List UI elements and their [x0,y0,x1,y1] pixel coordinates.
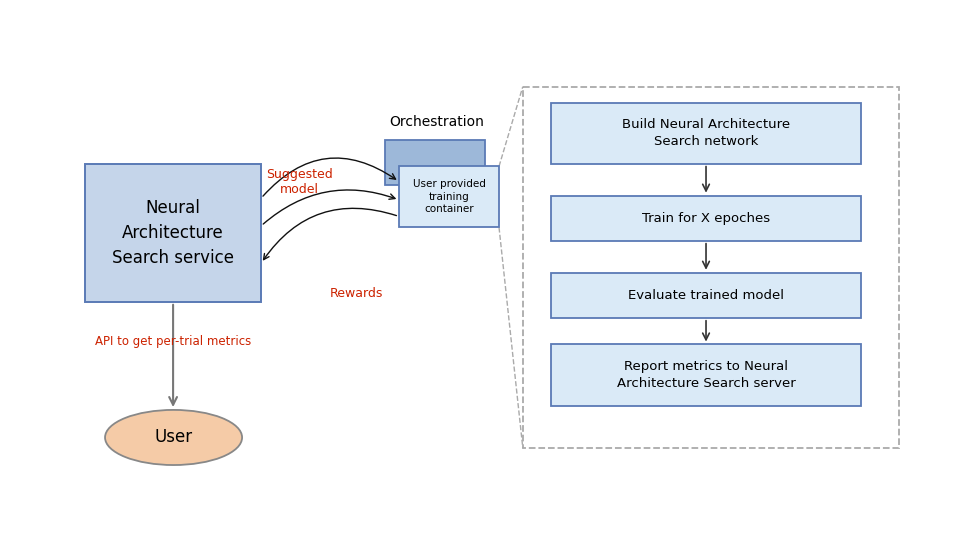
FancyBboxPatch shape [551,345,861,406]
Text: Report metrics to Neural
Architecture Search server: Report metrics to Neural Architecture Se… [616,360,796,390]
Text: User: User [155,428,193,447]
FancyBboxPatch shape [551,273,861,318]
Text: Train for X epoches: Train for X epoches [642,212,770,225]
Text: Evaluate trained model: Evaluate trained model [628,289,784,302]
Text: User provided
training
container: User provided training container [413,179,486,214]
Text: API to get per-trial metrics: API to get per-trial metrics [95,335,252,348]
FancyBboxPatch shape [399,166,499,227]
FancyBboxPatch shape [385,140,485,185]
Text: Rewards: Rewards [329,287,383,300]
FancyBboxPatch shape [551,103,861,164]
FancyBboxPatch shape [523,86,899,448]
Text: Orchestration: Orchestration [390,115,485,129]
Text: Suggested
model: Suggested model [266,168,332,196]
Text: Neural
Architecture
Search service: Neural Architecture Search service [112,199,234,267]
FancyBboxPatch shape [85,164,261,302]
Text: Build Neural Architecture
Search network: Build Neural Architecture Search network [622,118,790,148]
FancyBboxPatch shape [551,195,861,241]
Ellipse shape [105,410,242,465]
